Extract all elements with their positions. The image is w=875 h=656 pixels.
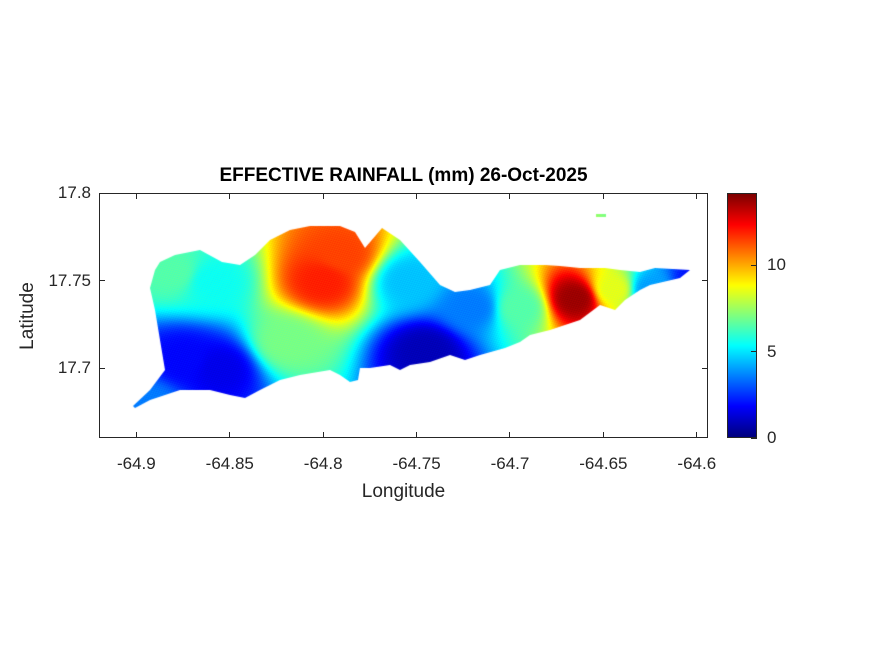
x-tick-mark — [509, 432, 511, 438]
colorbar — [727, 193, 757, 438]
x-tick-mark — [602, 193, 604, 199]
x-tick-label: -64.6 — [677, 454, 717, 473]
map-axes — [99, 193, 708, 438]
y-tick-mark — [702, 280, 708, 281]
colorbar-tick-mark — [751, 437, 757, 439]
colorbar-tick-label: 5 — [767, 341, 777, 361]
y-tick-label: 17.8 — [57, 183, 91, 202]
colorbar-tick-mark — [751, 351, 757, 353]
y-tick-mark — [99, 280, 105, 281]
x-tick-mark — [416, 432, 418, 438]
x-tick-mark — [322, 432, 324, 438]
y-tick-label: 17.75 — [48, 270, 91, 290]
colorbar-gradient — [728, 194, 756, 437]
x-axis-label: Longitude — [361, 481, 446, 502]
y-tick-mark — [702, 367, 708, 369]
x-tick-mark — [509, 193, 511, 199]
x-tick-mark — [229, 432, 231, 438]
x-tick-mark — [696, 432, 698, 438]
y-tick-mark — [99, 367, 105, 369]
colorbar-tick-label: 10 — [767, 255, 786, 275]
colorbar-tick-label: 0 — [767, 428, 777, 447]
x-tick-label: -64.75 — [392, 454, 441, 473]
colorbar-tick-mark — [751, 264, 757, 266]
y-tick-label: 17.7 — [57, 358, 91, 377]
x-tick-mark — [135, 432, 137, 438]
rainfall-heatmap — [100, 194, 707, 437]
chart-title: EFFECTIVE RAINFALL (mm) 26-Oct-2025 — [219, 165, 588, 186]
x-tick-label: -64.85 — [205, 454, 254, 473]
x-tick-mark — [416, 193, 418, 199]
x-tick-label: -64.7 — [490, 454, 530, 473]
x-tick-mark — [602, 432, 604, 438]
y-tick-mark — [702, 192, 708, 194]
x-tick-label: -64.8 — [303, 454, 343, 473]
y-tick-mark — [99, 192, 105, 194]
x-tick-mark — [135, 193, 137, 199]
x-tick-mark — [322, 193, 324, 199]
x-tick-mark — [696, 193, 698, 199]
x-tick-label: -64.65 — [579, 454, 628, 473]
x-tick-label: -64.9 — [116, 454, 156, 473]
x-tick-mark — [229, 193, 231, 199]
